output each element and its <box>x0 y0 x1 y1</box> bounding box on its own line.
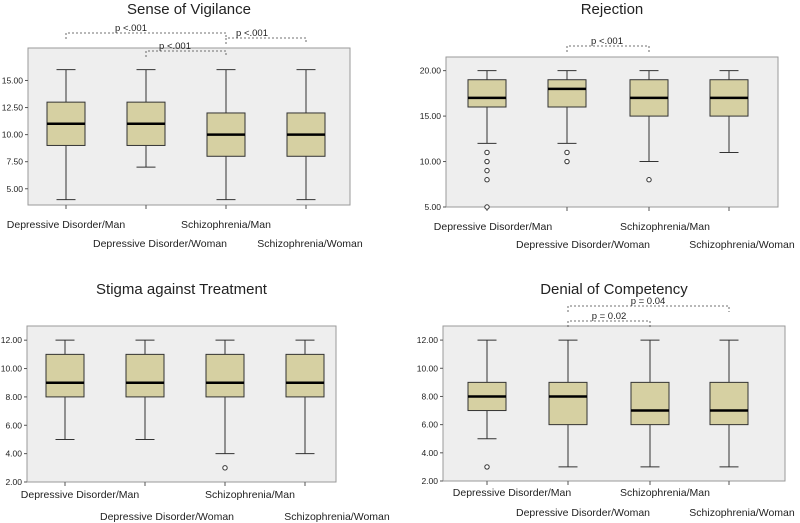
box <box>467 79 507 108</box>
significance-bracket <box>567 305 730 312</box>
significance-label: p <.001 <box>159 41 191 52</box>
y-tick-label: 10.00 <box>2 130 24 140</box>
box <box>709 381 749 426</box>
x-label-sz-woman: Schizophrenia/Woman <box>284 511 390 523</box>
significance-label: p <.001 <box>236 28 268 39</box>
y-tick-label: 10.00 <box>1 364 23 374</box>
box <box>548 381 588 426</box>
box <box>547 79 587 108</box>
y-tick-label: 2.00 <box>5 477 22 487</box>
significance-label: p <.001 <box>115 23 147 34</box>
y-tick-label: 15.00 <box>420 111 442 121</box>
y-tick-label: 6.00 <box>421 420 438 430</box>
y-tick-label: 5.00 <box>424 202 441 212</box>
y-tick-label: 4.00 <box>5 449 22 459</box>
y-tick-label: 6.00 <box>5 420 22 430</box>
y-tick-label: 2.00 <box>421 476 438 486</box>
x-label-dd-woman: Depressive Disorder/Woman <box>516 507 650 519</box>
x-label-sz-woman: Schizophrenia/Woman <box>689 239 795 251</box>
y-tick-label: 10.00 <box>417 363 439 373</box>
chart-title: Denial of Competency <box>540 281 688 298</box>
y-tick-label: 12.50 <box>2 103 24 113</box>
outlier-point <box>646 177 652 183</box>
x-label-dd-woman: Depressive Disorder/Woman <box>516 239 650 251</box>
panel-sense-of-vigilance: Sense of Vigilance Depressive Disorder/M… <box>2 1 363 250</box>
x-label-sz-woman: Schizophrenia/Woman <box>257 238 363 250</box>
y-tick-label: 4.00 <box>421 448 438 458</box>
outlier-point <box>484 204 490 210</box>
x-label-sz-man: Schizophrenia/Man <box>620 221 710 233</box>
outlier-point <box>564 158 570 165</box>
x-label-dd-woman: Depressive Disorder/Woman <box>93 238 227 250</box>
significance-bracket <box>145 50 227 57</box>
chart-title: Stigma against Treatment <box>96 281 268 298</box>
box <box>45 353 85 398</box>
significance-bracket <box>65 32 227 39</box>
box <box>630 381 670 426</box>
y-tick-label: 10.00 <box>420 157 442 167</box>
x-label-dd-man: Depressive Disorder/Man <box>453 487 572 499</box>
panel-denial-of-competency: Denial of Competency Depressive Disorder… <box>417 281 795 519</box>
x-label-sz-woman: Schizophrenia/Woman <box>689 507 795 519</box>
outlier-point <box>484 167 490 174</box>
box <box>285 353 325 398</box>
y-tick-label: 7.50 <box>6 157 23 167</box>
outlier-point <box>222 465 228 471</box>
y-tick-label: 8.00 <box>421 391 438 401</box>
outlier-point <box>484 158 490 165</box>
y-tick-label: 12.00 <box>417 335 439 345</box>
x-label-sz-man: Schizophrenia/Man <box>620 487 710 499</box>
x-label-dd-man: Depressive Disorder/Man <box>21 489 140 501</box>
y-tick-label: 12.00 <box>1 335 23 345</box>
y-tick-label: 8.00 <box>5 392 22 402</box>
chart-title: Rejection <box>581 1 644 18</box>
box <box>205 353 245 398</box>
significance-label: p = 0.02 <box>592 311 627 322</box>
outlier-point <box>484 464 490 470</box>
x-label-dd-man: Depressive Disorder/Man <box>7 219 126 231</box>
panel-stigma-against-treatment: Stigma against Treatment Depressive Diso… <box>1 281 390 523</box>
significance-label: p = 0.04 <box>631 296 666 307</box>
x-label-sz-man: Schizophrenia/Man <box>205 489 295 501</box>
x-label-dd-woman: Depressive Disorder/Woman <box>100 511 234 523</box>
plot-area <box>26 325 337 483</box>
outlier-point <box>484 149 490 156</box>
y-tick-label: 15.00 <box>2 75 24 85</box>
box <box>125 353 165 398</box>
significance-bracket <box>225 37 307 44</box>
chart-title: Sense of Vigilance <box>127 1 251 18</box>
panel-rejection: Rejection Depressive Disorder/Man Depres… <box>420 1 795 251</box>
outlier-point <box>564 149 570 156</box>
x-label-dd-man: Depressive Disorder/Man <box>434 221 553 233</box>
y-tick-label: 5.00 <box>6 184 23 194</box>
significance-label: p <.001 <box>591 36 623 47</box>
x-label-sz-man: Schizophrenia/Man <box>181 219 271 231</box>
y-tick-label: 20.00 <box>420 66 442 76</box>
outlier-point <box>484 177 490 183</box>
